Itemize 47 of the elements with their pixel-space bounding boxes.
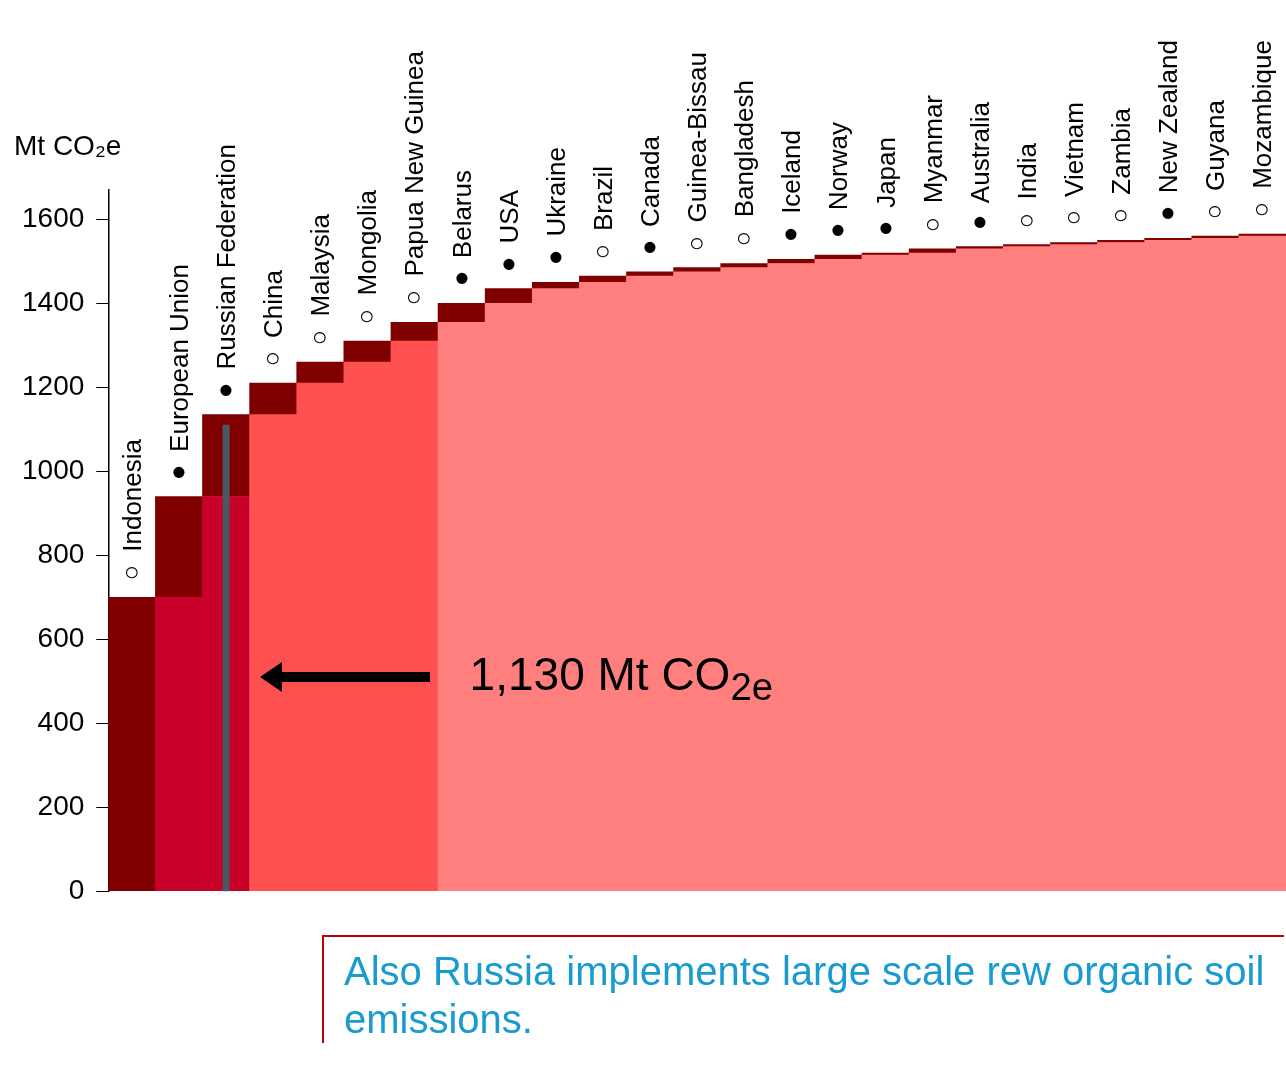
x-tick-label: ○ Indonesia	[116, 439, 147, 590]
bar	[484, 288, 533, 304]
x-tick-label: ● Australia	[964, 101, 995, 239]
y-axis-title: Mt CO₂e	[14, 130, 122, 161]
x-tick-label: ○ Malaysia	[305, 214, 336, 354]
x-tick-label: ● Ukraine	[540, 147, 571, 275]
y-tick-label: 200	[37, 789, 85, 821]
y-tick-label: 400	[37, 705, 85, 737]
x-tick-label: ● Japan	[870, 136, 901, 246]
x-tick-label: ○ Papua New Guinea	[399, 51, 430, 314]
y-tick-label: 1600	[21, 202, 85, 234]
x-tick-label: ● Belarus	[446, 170, 477, 296]
x-tick-label: ● Canada	[635, 135, 666, 265]
y-tick-label: 1000	[21, 454, 85, 486]
y-tick-label: 1200	[21, 370, 85, 402]
x-tick-label: ○ India	[1011, 142, 1042, 237]
x-tick-label: ○ Brazil	[587, 166, 618, 269]
bar	[249, 382, 298, 415]
y-tick-label: 600	[37, 621, 85, 653]
x-tick-label: ○ Mozambique	[1247, 40, 1278, 227]
x-tick-label: ● Norway	[823, 122, 854, 248]
x-tick-label: ○ Mongolia	[352, 190, 383, 333]
y-tick-label: 800	[37, 538, 85, 570]
x-tick-label: ● New Zealand	[1153, 40, 1184, 231]
bar	[437, 303, 486, 323]
x-tick-label: ○ Bangladesh	[729, 80, 760, 256]
bar	[390, 321, 439, 342]
bar	[908, 248, 957, 254]
text: Also Russia implements large scale rew organic soil emissions.	[322, 935, 1284, 1043]
x-tick-label: ○ Guinea-Bissau	[682, 51, 713, 260]
y-tick-label: 1400	[21, 286, 85, 318]
bar	[108, 596, 156, 892]
x-tick-label: ○ Vietnam	[1059, 102, 1089, 235]
x-tick-label: ○ China	[258, 270, 289, 376]
annotation: 1,130 Mt CO$_{2e}$	[469, 646, 774, 709]
x-tick-label: ● USA	[493, 189, 524, 281]
x-tick-label: ○ Myanmar	[917, 94, 948, 241]
bar	[673, 267, 722, 273]
x-tick-label: ● Russian Federation	[211, 143, 242, 407]
bar	[343, 340, 392, 363]
x-tick-label: ● European Union	[163, 263, 194, 489]
x-tick-label: ○ Guyana	[1200, 100, 1231, 229]
y-tick-label: 0	[68, 873, 85, 905]
bar	[155, 496, 203, 598]
x-tick-label: ● Iceland	[776, 130, 807, 252]
bar	[296, 361, 345, 384]
x-tick-label: ○ Zambia	[1106, 108, 1137, 233]
